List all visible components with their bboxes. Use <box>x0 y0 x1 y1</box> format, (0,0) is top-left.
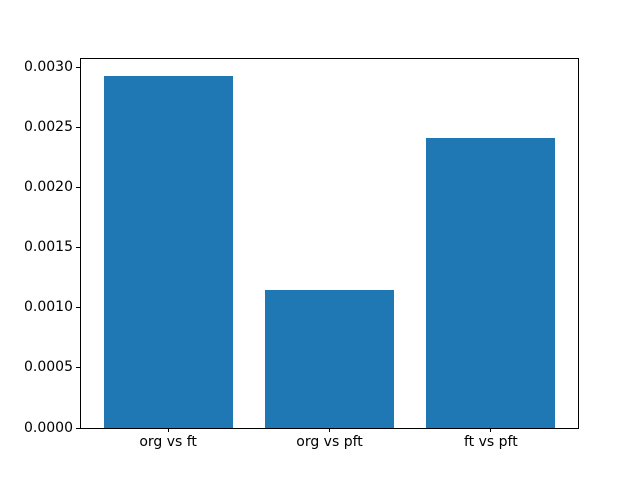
y-tick-mark <box>76 187 80 189</box>
y-tick-label: 0.0005 <box>24 359 73 376</box>
x-tick-label: org vs pft <box>296 434 363 450</box>
bar-org-vs-ft <box>103 75 233 428</box>
plot-area <box>80 58 579 429</box>
y-tick-label: 0.0000 <box>24 419 73 436</box>
y-tick-mark <box>76 367 80 369</box>
bar-org-vs-pft <box>264 289 395 428</box>
x-tick-mark <box>490 428 492 432</box>
y-tick-mark <box>76 247 80 249</box>
y-tick-label: 0.0010 <box>24 299 73 316</box>
bar-ft-vs-pft <box>426 138 556 428</box>
y-tick-mark <box>76 307 80 309</box>
y-tick-mark <box>76 66 80 68</box>
y-tick-label: 0.0020 <box>24 179 73 196</box>
y-tick-label: 0.0025 <box>24 119 73 135</box>
y-tick-label: 0.0030 <box>24 58 73 75</box>
x-tick-label: org vs ft <box>139 434 197 450</box>
x-tick-mark <box>329 428 330 432</box>
x-tick-label: ft vs pft <box>464 434 518 450</box>
y-tick-label: 0.0015 <box>24 239 73 256</box>
y-tick-mark <box>76 127 80 128</box>
x-tick-mark <box>167 428 169 432</box>
y-tick-mark <box>76 427 80 429</box>
